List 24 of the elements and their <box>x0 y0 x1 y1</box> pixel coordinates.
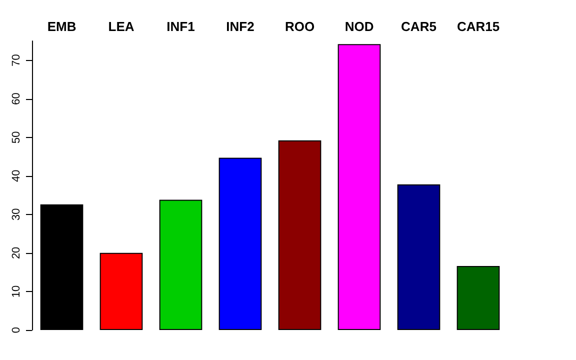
y-tick-label: 50 <box>10 131 22 144</box>
bar <box>397 184 440 330</box>
bar <box>218 158 262 330</box>
bar <box>100 252 143 330</box>
y-tick-label: 30 <box>10 208 22 221</box>
y-tick-label: 40 <box>10 170 22 182</box>
y-tick-label: 10 <box>10 285 22 298</box>
bar <box>159 200 202 330</box>
y-tick-label: 0 <box>10 326 22 334</box>
y-tick-label: 70 <box>10 54 22 66</box>
y-tick-label: 20 <box>10 246 22 260</box>
x-tick-label: INF1 <box>166 19 195 34</box>
x-tick-label: CAR15 <box>456 19 500 34</box>
y-tick-label: 60 <box>10 92 22 105</box>
x-tick-label: LEA <box>108 19 135 34</box>
bar <box>278 140 322 330</box>
x-tick-label: NOD <box>344 19 374 34</box>
bar <box>338 44 381 330</box>
x-tick-label: INF2 <box>226 19 254 34</box>
x-tick-label: ROO <box>284 19 315 34</box>
x-tick-label: EMB <box>47 19 76 34</box>
bar <box>456 266 500 330</box>
bar <box>40 204 84 330</box>
x-tick-label: CAR5 <box>401 19 436 34</box>
